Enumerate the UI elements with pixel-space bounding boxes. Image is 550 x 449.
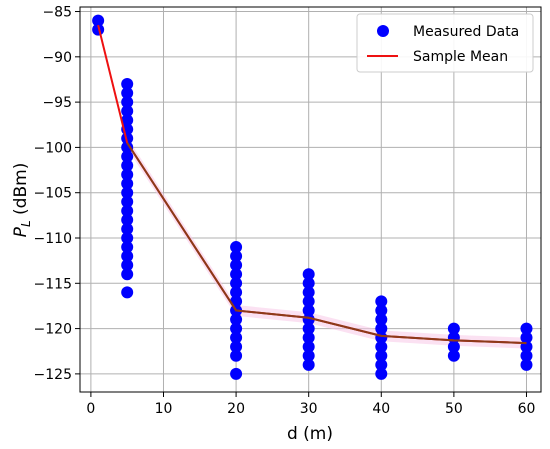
mean-line-overlay	[126, 142, 527, 345]
data-point	[230, 286, 243, 299]
data-point	[375, 340, 388, 353]
x-axis-label: d (m)	[287, 424, 333, 444]
confidence-band	[127, 137, 527, 349]
data-point	[375, 313, 388, 326]
y-tick-label: −95	[42, 95, 72, 111]
data-point	[230, 340, 243, 353]
data-point	[121, 168, 134, 181]
y-tick-label: −90	[42, 50, 72, 66]
data-point	[230, 277, 243, 290]
data-point	[121, 159, 134, 172]
x-tick-label: 50	[445, 401, 463, 417]
data-point	[121, 250, 134, 263]
data-point	[92, 23, 105, 36]
data-point	[375, 322, 388, 335]
data-point	[302, 268, 315, 281]
data-point	[121, 114, 134, 127]
data-point	[121, 268, 134, 281]
data-point	[121, 241, 134, 254]
y-tick-label: −115	[34, 276, 72, 292]
data-point	[230, 322, 243, 335]
data-point	[447, 322, 460, 335]
legend-box	[356, 13, 534, 73]
data-point	[121, 150, 134, 163]
x-tick-label: 20	[227, 401, 245, 417]
data-point	[520, 331, 533, 344]
data-point	[92, 14, 105, 27]
measured-data-points	[92, 14, 533, 380]
data-point	[121, 213, 134, 226]
y-tick-label: −120	[34, 322, 72, 338]
x-tick-label: 30	[300, 401, 318, 417]
x-axis-ticks: 0 10 20 30 40 50 60	[86, 392, 535, 417]
legend: Measured Data Sample Mean	[356, 13, 534, 73]
data-point	[447, 340, 460, 353]
data-point	[121, 232, 134, 244]
data-point	[302, 358, 315, 371]
data-point	[520, 349, 533, 362]
data-point	[447, 349, 460, 362]
data-point	[121, 132, 134, 145]
data-point	[302, 340, 315, 353]
y-axis-ticks: −85 −90 −95 −100 −105 −110 −115 −120 −125	[34, 5, 80, 383]
x-tick-label: 60	[518, 401, 536, 417]
data-point	[121, 259, 134, 272]
data-point	[121, 177, 134, 190]
data-point	[230, 268, 243, 281]
data-point	[230, 241, 243, 254]
data-point	[375, 358, 388, 371]
data-point	[302, 331, 315, 344]
data-point	[121, 78, 134, 90]
x-tick-label: 40	[372, 401, 390, 417]
data-point	[121, 186, 134, 199]
data-point	[121, 96, 134, 109]
y-tick-label: −100	[34, 140, 72, 156]
data-point	[375, 349, 388, 362]
data-point	[121, 105, 134, 118]
data-point	[302, 349, 315, 362]
band-area	[127, 137, 527, 349]
x-tick-label: 10	[155, 401, 173, 417]
data-point	[302, 295, 315, 308]
legend-marker-measured	[377, 25, 389, 37]
y-tick-label: −110	[34, 231, 72, 247]
legend-label-measured: Measured Data	[413, 24, 519, 40]
data-point	[121, 141, 134, 154]
x-tick-label: 0	[86, 401, 95, 417]
data-point	[121, 195, 134, 208]
data-point	[121, 286, 134, 299]
data-point	[520, 358, 533, 371]
data-point	[230, 349, 243, 362]
data-point	[121, 222, 134, 235]
data-point	[302, 322, 315, 335]
y-tick-label: −85	[42, 5, 72, 21]
data-point	[230, 259, 243, 272]
plot-frame	[79, 6, 542, 393]
y-tick-label: −125	[34, 367, 72, 383]
data-point	[230, 250, 243, 263]
y-axis-label: PL (dBm)	[11, 163, 33, 238]
data-point	[520, 322, 533, 335]
sample-mean-line	[97, 24, 527, 345]
data-point	[302, 286, 315, 299]
data-point	[302, 277, 315, 290]
data-point	[375, 295, 388, 308]
data-point	[302, 304, 315, 317]
legend-label-mean: Sample Mean	[413, 49, 508, 65]
data-point	[230, 367, 243, 380]
data-point	[375, 367, 388, 380]
y-tick-label: −105	[34, 186, 72, 202]
data-point	[230, 313, 243, 326]
data-point	[375, 304, 388, 317]
data-point	[230, 331, 243, 344]
data-point	[121, 204, 134, 217]
data-point	[121, 87, 134, 100]
